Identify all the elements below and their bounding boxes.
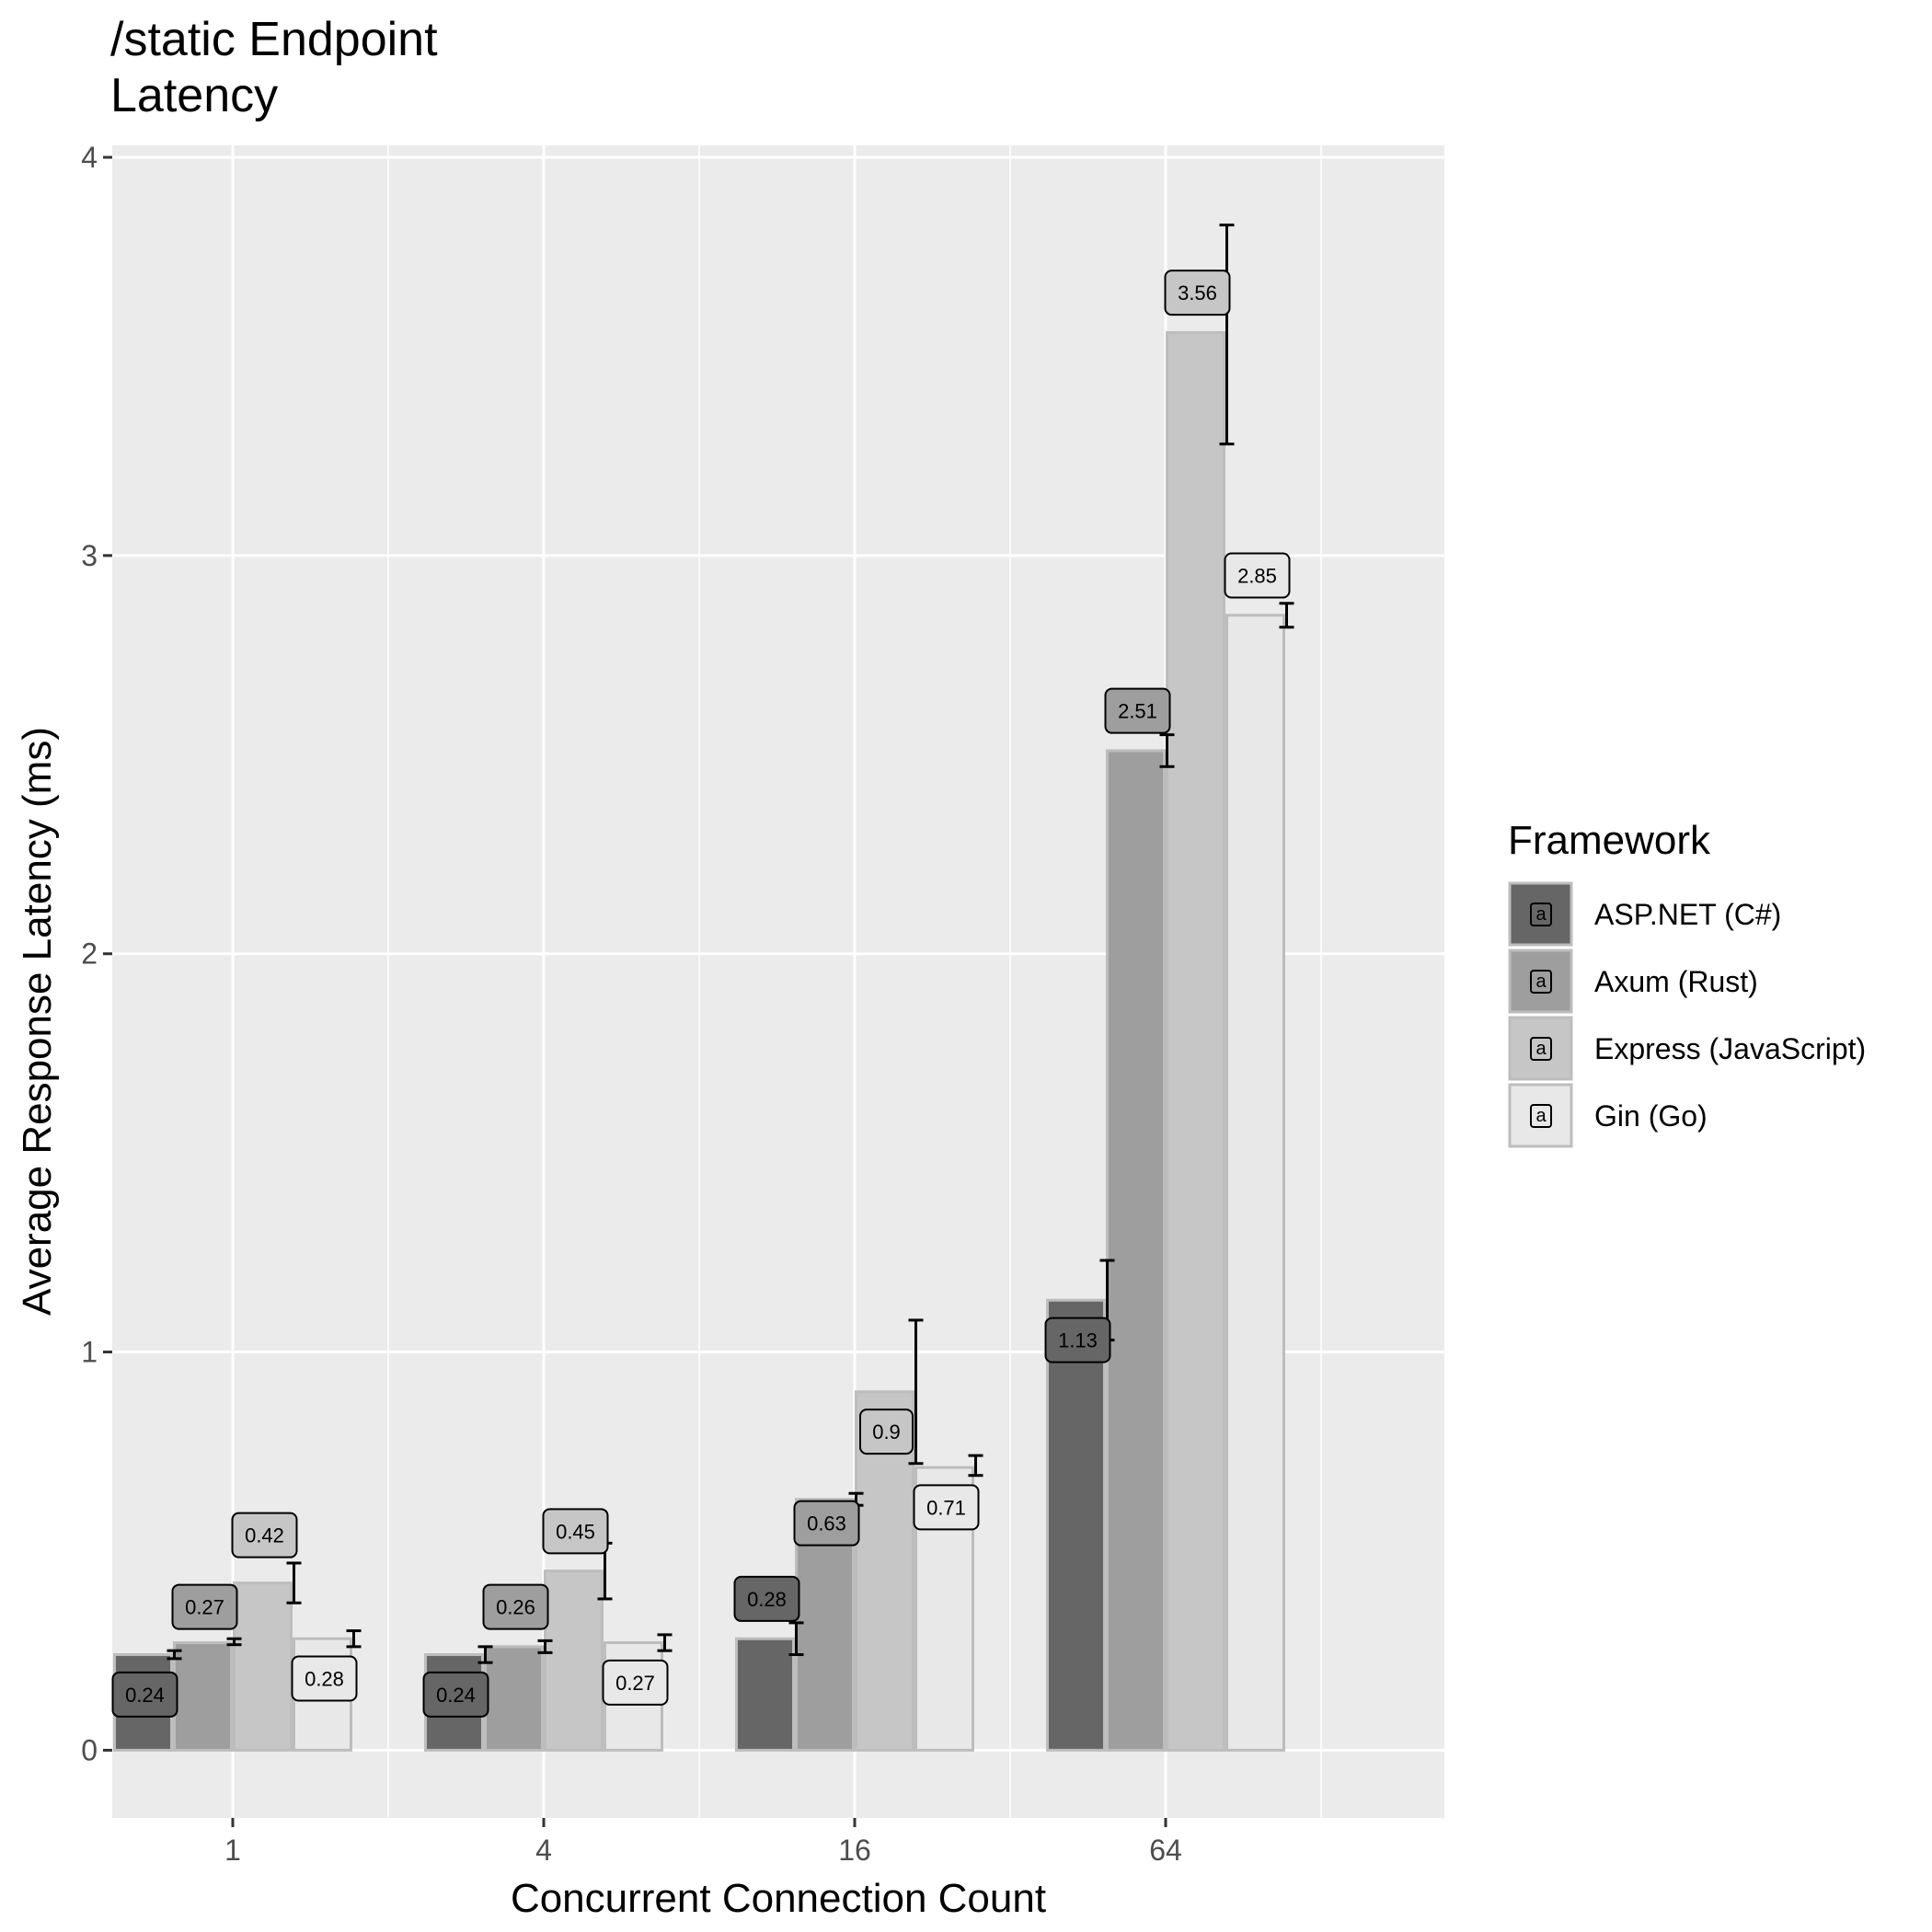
data-label-text: 0.27 (185, 1596, 224, 1619)
data-label-axum-rust-4: 0.26 (482, 1583, 549, 1630)
data-label-text: 3.56 (1178, 282, 1217, 305)
y-tick-label: 0 (81, 1733, 98, 1766)
data-label-box (913, 1484, 980, 1531)
bar-asp-net-c-64 (1046, 1298, 1106, 1752)
legend-key-glyph: a (1535, 904, 1547, 925)
data-label-express-javascript-64: 3.56 (1164, 270, 1231, 316)
data-label-gin-go-4: 0.27 (602, 1659, 669, 1706)
data-label-text: 0.26 (496, 1596, 535, 1619)
data-label-box (171, 1583, 238, 1630)
bar-express-javascript-1 (233, 1581, 293, 1752)
x-axis-title: Concurrent Connection Count (511, 1876, 1046, 1921)
legend-label: Gin (Go) (1594, 1099, 1708, 1133)
legend-key-glyph: a (1535, 972, 1547, 992)
bar-axum-rust-64 (1106, 749, 1166, 1752)
y-axis: 0 1 2 3 4 (81, 141, 112, 1766)
data-label-asp-net-c-4: 0.24 (422, 1671, 489, 1718)
y-tick-label: 3 (81, 539, 98, 572)
data-label-gin-go-1: 0.28 (291, 1655, 358, 1702)
data-label-text: 0.28 (305, 1668, 344, 1691)
data-label-text: 0.9 (872, 1420, 901, 1443)
y-tick-label: 2 (81, 937, 98, 971)
legend-key-glyph: a (1535, 1039, 1547, 1059)
legend-key-glyph-box (1530, 970, 1552, 994)
data-label-axum-rust-1: 0.27 (171, 1583, 238, 1630)
bar-express-javascript-64 (1166, 330, 1225, 1752)
bar-gin-go-64 (1225, 614, 1285, 1752)
data-label-box (111, 1671, 178, 1718)
legend-item-asp-net-c: a ASP.NET (C#) (1508, 881, 1781, 947)
data-label-gin-go-64: 2.85 (1224, 552, 1291, 599)
x-axis: 1 4 16 64 (224, 1818, 1182, 1867)
y-tick-label: 4 (81, 141, 98, 174)
data-label-text: 0.71 (926, 1496, 966, 1519)
data-label-box (1104, 687, 1171, 734)
data-label-express-javascript-1: 0.42 (231, 1512, 298, 1558)
data-label-box (482, 1583, 549, 1630)
data-label-group: 0.24 0.24 0.28 1.13 0.27 0.26 0.63 2.51 0.42 0.45… (111, 270, 1291, 1718)
x-tick-label: 64 (1149, 1834, 1182, 1867)
data-label-express-javascript-16: 0.9 (859, 1409, 914, 1455)
x-tick-label: 4 (535, 1834, 552, 1867)
data-label-box (793, 1500, 860, 1547)
data-label-axum-rust-16: 0.63 (793, 1500, 860, 1547)
data-label-text: 1.13 (1058, 1329, 1098, 1352)
data-label-box (231, 1512, 298, 1558)
data-label-box (602, 1659, 669, 1706)
legend: Framework a ASP.NET (C#) a Axum (Rust) a Expr… (1508, 818, 1866, 1148)
legend-key-glyph-box (1530, 1104, 1552, 1128)
legend-item-express-javascript: a Express (JavaScript) (1508, 1016, 1866, 1081)
legend-title: Framework (1508, 818, 1711, 863)
error-bar-group (167, 224, 1294, 1664)
data-label-text: 0.24 (436, 1684, 476, 1707)
legend-item-gin-go: a Gin (Go) (1508, 1083, 1708, 1148)
legend-key-glyph: a (1535, 1106, 1547, 1126)
data-label-text: 0.28 (747, 1588, 787, 1611)
data-label-box (542, 1508, 609, 1555)
data-label-box (1224, 552, 1291, 599)
chart-title-line-2: Latency (110, 69, 278, 122)
y-tick-label: 1 (81, 1336, 98, 1369)
data-label-box (1044, 1317, 1111, 1363)
legend-key-glyph-box (1530, 903, 1552, 926)
legend-label: Express (JavaScript) (1594, 1032, 1866, 1065)
data-label-box (422, 1671, 489, 1718)
data-label-express-javascript-4: 0.45 (542, 1508, 609, 1555)
legend-key-glyph-box (1530, 1037, 1552, 1061)
legend-label: ASP.NET (C#) (1594, 898, 1781, 931)
data-label-gin-go-16: 0.71 (913, 1484, 980, 1531)
legend-item-axum-rust: a Axum (Rust) (1508, 949, 1758, 1014)
data-label-asp-net-c-1: 0.24 (111, 1671, 178, 1718)
chart-title-line-1: /static Endpoint (110, 13, 438, 66)
data-label-text: 0.63 (807, 1512, 846, 1535)
data-label-text: 0.27 (615, 1672, 655, 1695)
data-label-box (733, 1575, 800, 1622)
data-label-text: 0.24 (125, 1684, 165, 1707)
y-axis-title: Average Response Latency (ms) (15, 727, 60, 1316)
x-tick-label: 1 (224, 1834, 241, 1867)
bar-express-javascript-4 (544, 1570, 604, 1752)
data-label-text: 0.42 (245, 1524, 284, 1547)
data-label-asp-net-c-16: 0.28 (733, 1575, 800, 1622)
bar-axum-rust-4 (484, 1645, 544, 1752)
data-label-text: 2.85 (1237, 564, 1277, 587)
data-label-box (291, 1655, 358, 1702)
legend-label: Axum (Rust) (1594, 965, 1758, 998)
data-label-asp-net-c-64: 1.13 (1044, 1317, 1111, 1363)
data-label-text: 0.45 (556, 1520, 595, 1543)
data-label-box (859, 1409, 914, 1455)
data-label-text: 2.51 (1118, 700, 1157, 723)
bar-asp-net-c-16 (735, 1637, 795, 1752)
data-label-box (1164, 270, 1231, 316)
bar-axum-rust-1 (173, 1641, 233, 1752)
data-label-axum-rust-64: 2.51 (1104, 687, 1171, 734)
x-tick-label: 16 (838, 1834, 871, 1867)
